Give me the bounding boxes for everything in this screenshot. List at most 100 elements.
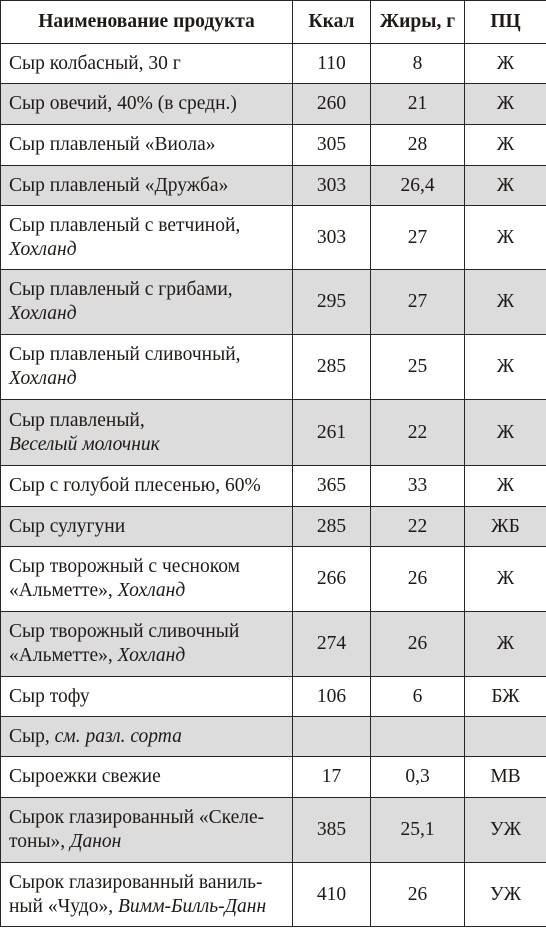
product-name-cell: Сыр тофу	[0, 676, 293, 717]
product-name: Сыр творожный с чесноком	[9, 556, 240, 577]
product-name: Сыр,	[9, 725, 55, 747]
kcal-cell: 295	[292, 269, 371, 335]
table-row: Сыр тофу 106 6 БЖ	[0, 676, 546, 717]
kcal-cell: 305	[292, 124, 371, 166]
kcal-cell: 303	[292, 205, 371, 270]
product-name-cell: Сыроежки свежие	[0, 756, 293, 798]
table-row: Сыр, см. разл. сорта	[0, 716, 546, 757]
product-name-cell: Сыр плавленый сливочный, Хохланд	[0, 334, 293, 400]
fat-cell: 22	[370, 399, 465, 466]
table-row: Сырок глазированный «Скеле-тоны», Данон 3…	[0, 797, 546, 863]
product-name-line2: ный «Чудо»,	[9, 895, 118, 917]
product-name: Сыр творожный сливочный	[9, 621, 240, 642]
product-manufacturer: Хохланд	[117, 580, 186, 601]
fat-cell: 26	[370, 862, 465, 927]
product-name-cell: Сыр плавленый «Виола»	[0, 124, 293, 166]
fat-cell: 8	[370, 43, 465, 84]
pc-cell	[464, 716, 546, 757]
pc-cell: Ж	[464, 165, 546, 206]
product-manufacturer: Хохланд	[9, 368, 77, 389]
kcal-cell: 261	[292, 399, 371, 466]
fat-cell	[370, 716, 465, 757]
pc-cell: Ж	[464, 124, 546, 166]
product-name-cell: Сырок глазированный «Скеле-тоны», Данон	[0, 797, 293, 863]
pc-cell: УЖ	[464, 797, 546, 863]
kcal-cell: 285	[292, 506, 371, 547]
product-name-cell: Сыр плавленый с ветчиной, Хохланд	[0, 205, 293, 270]
table-row: Сыр овечий, 40% (в средн.) 260 21 Ж	[0, 83, 546, 125]
table-row: Сыр с голубой плесенью, 60% 365 33 Ж	[0, 465, 546, 507]
product-name-line2: «Альметте»,	[9, 580, 118, 601]
product-name: Сыроежки свежие	[9, 766, 161, 787]
product-name: Сырок глазированный ваниль-	[9, 871, 263, 893]
table-row: Сыр плавленый сливочный, Хохланд 285 25 Ж	[0, 334, 546, 400]
kcal-cell: 365	[292, 465, 371, 507]
pc-cell: Ж	[464, 205, 546, 270]
kcal-cell	[292, 716, 371, 757]
product-name: Сыр плавленый с грибами,	[9, 279, 233, 300]
kcal-cell: 260	[292, 83, 371, 125]
pc-cell: Ж	[464, 83, 546, 125]
kcal-cell: 110	[292, 43, 371, 84]
pc-cell: УЖ	[464, 862, 546, 927]
product-name-cell: Сыр плавленый, Веселый молочник	[0, 399, 293, 466]
product-name: Сыр сулугуни	[9, 515, 126, 537]
table-row: Сыр плавленый с ветчиной, Хохланд 303 27 Ж	[0, 205, 546, 270]
table-row: Сыр плавленый, Веселый молочник 261 22 Ж	[0, 399, 546, 466]
fat-cell: 28	[370, 124, 465, 166]
header-name: Наименование продукта	[0, 0, 293, 44]
fat-cell: 27	[370, 269, 465, 335]
product-name-cell: Сыр с голубой плесенью, 60%	[0, 465, 293, 507]
pc-cell: Ж	[464, 269, 546, 335]
table-row: Сырок глазированный ваниль-ный «Чудо», В…	[0, 862, 546, 927]
product-manufacturer: Вимм-Билль-Данн	[117, 895, 267, 917]
product-name-cell: Сыр плавленый с грибами, Хохланд	[0, 269, 293, 335]
product-manufacturer: Хохланд	[9, 238, 77, 260]
product-manufacturer: Хохланд	[117, 645, 186, 666]
header-kcal: Ккал	[292, 0, 371, 44]
product-name-cell: Сыр колбасный, 30 г	[0, 43, 293, 84]
header-fat: Жиры, г	[370, 0, 465, 44]
table-row: Сыр творожный сливочный «Альметте», Хохла…	[0, 611, 546, 677]
product-name-cell: Сыр сулугуни	[0, 506, 293, 547]
pc-cell: Ж	[464, 43, 546, 84]
product-name: Сыр овечий, 40% (в средн.)	[9, 93, 237, 114]
product-name-cell: Сыр творожный сливочный «Альметте», Хохла…	[0, 611, 293, 677]
pc-cell: Ж	[464, 334, 546, 400]
pc-cell: Ж	[464, 465, 546, 507]
table-row: Сыр творожный с чесноком «Альметте», Хохл…	[0, 546, 546, 612]
pc-cell: МВ	[464, 756, 546, 798]
header-pc: ПЦ	[464, 0, 546, 44]
product-name: Сыр плавленый «Виола»	[9, 134, 216, 155]
product-name-cell: Сыр овечий, 40% (в средн.)	[0, 83, 293, 125]
kcal-cell: 303	[292, 165, 371, 206]
product-name-line2: тоны»,	[9, 831, 71, 852]
fat-cell: 26	[370, 546, 465, 612]
fat-cell: 27	[370, 205, 465, 270]
pc-cell: Ж	[464, 399, 546, 466]
kcal-cell: 266	[292, 546, 371, 612]
table-row: Сыроежки свежие 17 0,3 МВ	[0, 756, 546, 798]
product-name: Сыр колбасный, 30 г	[9, 52, 181, 74]
fat-cell: 6	[370, 676, 465, 717]
product-manufacturer: Веселый молочник	[9, 433, 160, 455]
table-row: Сыр колбасный, 30 г 110 8 Ж	[0, 43, 546, 84]
pc-cell: Ж	[464, 611, 546, 677]
product-name: Сыр плавленый сливочный,	[9, 344, 241, 365]
product-name: Сыр плавленый,	[9, 409, 145, 431]
fat-cell: 21	[370, 83, 465, 125]
product-name: Сыр с голубой плесенью, 60%	[9, 475, 261, 496]
product-name-cell: Сыр, см. разл. сорта	[0, 716, 293, 757]
table-row: Сыр плавленый «Виола» 305 28 Ж	[0, 124, 546, 166]
product-name: Сыр тофу	[9, 685, 90, 707]
product-name-note: см. разл. сорта	[54, 725, 182, 747]
fat-cell: 26,4	[370, 165, 465, 206]
kcal-cell: 17	[292, 756, 371, 798]
product-name: Сыр плавленый «Дружба»	[9, 174, 229, 196]
fat-cell: 0,3	[370, 756, 465, 798]
fat-cell: 33	[370, 465, 465, 507]
kcal-cell: 106	[292, 676, 371, 717]
fat-cell: 22	[370, 506, 465, 547]
kcal-cell: 410	[292, 862, 371, 927]
fat-cell: 26	[370, 611, 465, 677]
